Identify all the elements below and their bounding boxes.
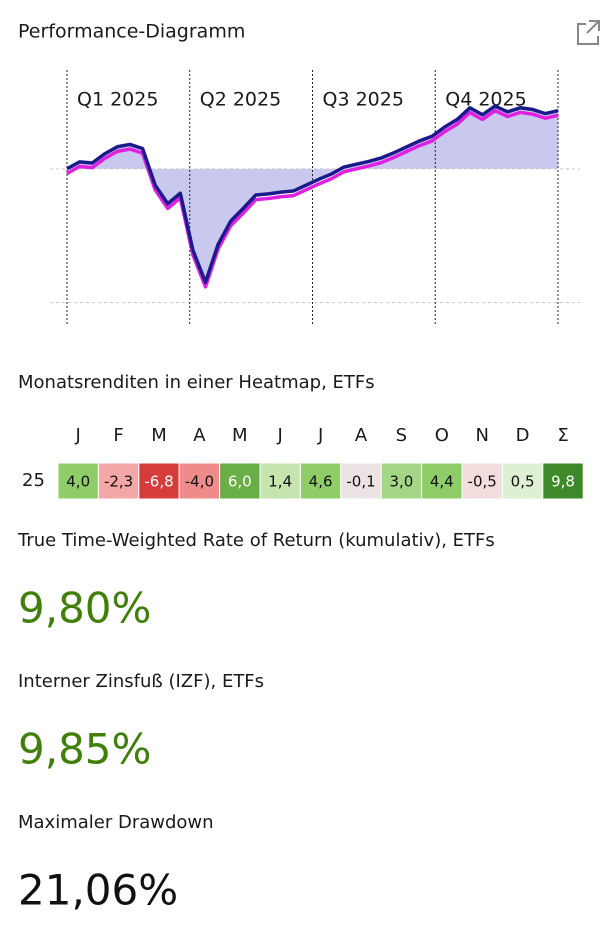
heatmap-value: -0,5 xyxy=(468,473,497,491)
heatmap-title: Monatsrenditen in einer Heatmap, ETFs xyxy=(18,372,375,393)
heatmap-column-label: A xyxy=(193,425,206,446)
heatmap-cell xyxy=(259,462,301,500)
heatmap-column-label: N xyxy=(475,425,488,446)
heatmap-value: 9,8 xyxy=(551,473,575,491)
kpi-label: True Time-Weighted Rate of Return (kumul… xyxy=(17,530,495,551)
performance-line xyxy=(66,104,559,284)
heatmap-value: 3,0 xyxy=(389,473,413,491)
heatmap-cell xyxy=(501,462,544,500)
heatmap-cell xyxy=(542,462,584,500)
kpi-value: 9,85% xyxy=(18,725,151,774)
heatmap-cell xyxy=(461,462,503,500)
heatmap-column-label: M xyxy=(232,425,248,446)
heatmap-value: 6,0 xyxy=(228,473,252,491)
heatmap-value: 4,4 xyxy=(430,473,454,491)
heatmap-column-label: M xyxy=(151,425,167,446)
heatmap-cell xyxy=(421,462,463,500)
heatmap-column-label: J xyxy=(277,425,283,446)
quarter-label: Q1 2025 xyxy=(77,89,158,111)
heatmap-value: 0,5 xyxy=(511,473,535,491)
heatmap-cell xyxy=(138,462,180,500)
external-link-icon[interactable] xyxy=(577,20,600,45)
heatmap-column-label: J xyxy=(75,425,81,446)
heatmap-column-label: Σ xyxy=(557,425,568,446)
heatmap-cell xyxy=(97,462,140,500)
quarter-label: Q3 2025 xyxy=(323,89,404,111)
heatmap-column-label: J xyxy=(317,425,323,446)
heatmap-column-label: A xyxy=(355,425,368,446)
widget-title: Performance-Diagramm xyxy=(18,21,245,43)
heatmap-value: 4,0 xyxy=(66,473,90,491)
heatmap-value: -2,3 xyxy=(104,473,133,491)
heatmap-value: -6,8 xyxy=(144,473,173,491)
heatmap-value: 4,6 xyxy=(309,473,333,491)
heatmap-value: -0,1 xyxy=(346,473,375,491)
kpi-value: 9,80% xyxy=(18,584,151,633)
heatmap-cell xyxy=(178,462,221,500)
heatmap-cell xyxy=(57,462,99,500)
quarter-label: Q2 2025 xyxy=(200,89,281,111)
heatmap-column-label: D xyxy=(516,425,530,446)
heatmap-cell xyxy=(380,462,423,500)
heatmap-cell xyxy=(340,462,382,500)
quarter-label: Q4 2025 xyxy=(445,89,526,111)
heatmap-cell xyxy=(219,462,261,500)
kpi-value: 21,06% xyxy=(18,866,178,915)
heatmap-value: 1,4 xyxy=(268,473,292,491)
heatmap-column-label: F xyxy=(113,425,123,446)
kpi-label: Interner Zinsfuß (IZF), ETFs xyxy=(18,671,264,692)
kpi-label: Maximaler Drawdown xyxy=(18,812,214,833)
heatmap-row-label: 25 xyxy=(22,470,45,491)
heatmap-column-label: S xyxy=(396,425,407,446)
heatmap-column-label: O xyxy=(435,425,449,446)
heatmap-value: -4,0 xyxy=(185,473,214,491)
